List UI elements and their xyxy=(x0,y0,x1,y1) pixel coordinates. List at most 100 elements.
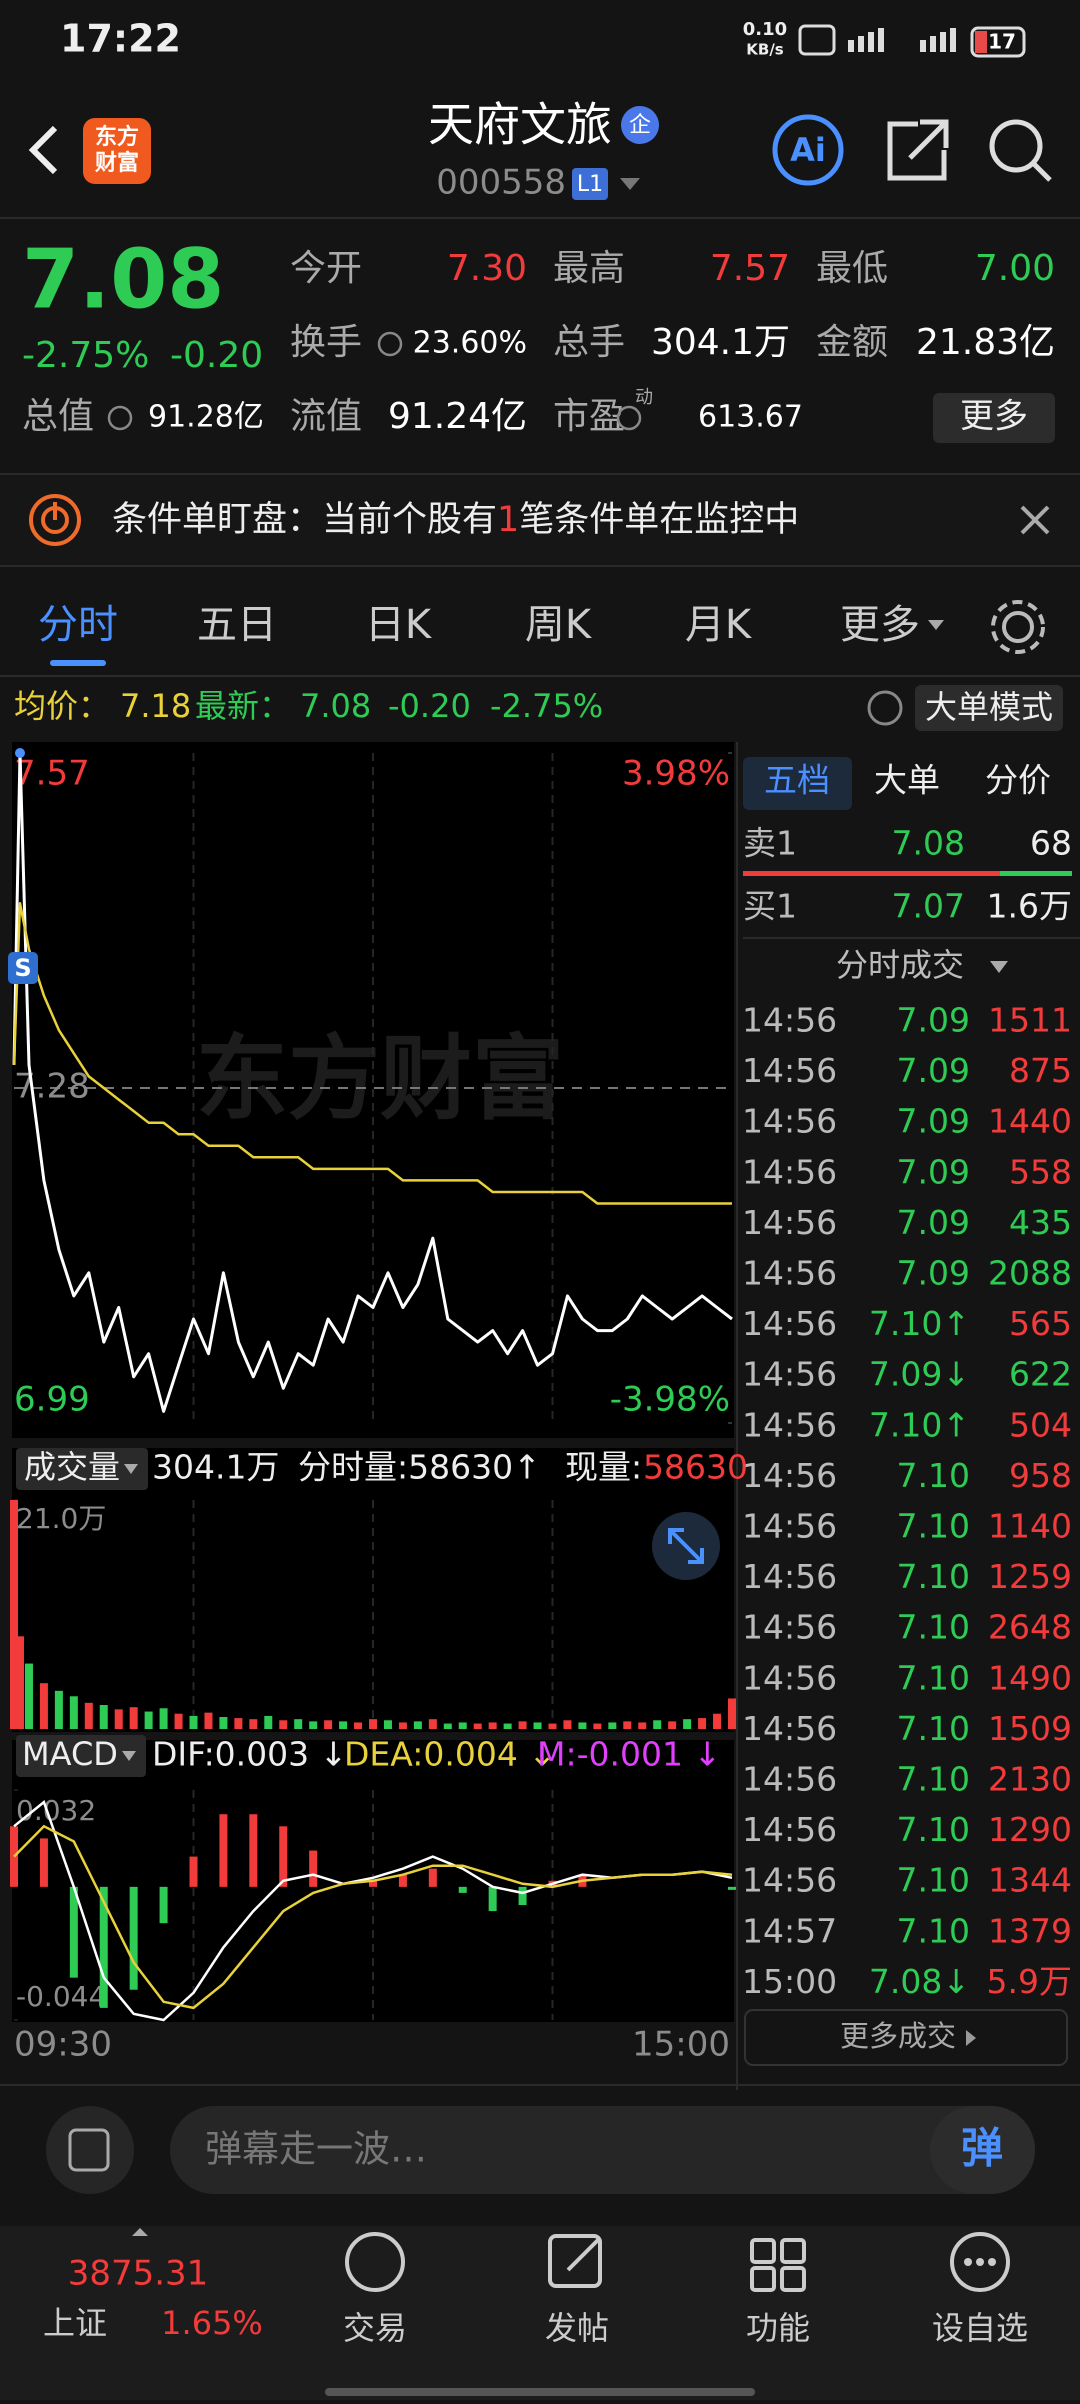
volume-bar xyxy=(234,1718,243,1729)
trade-volume: 1511 xyxy=(988,1001,1072,1040)
volume-bar xyxy=(563,1720,572,1729)
send-label[interactable]: 弹 xyxy=(961,2124,1003,2173)
volume-bar xyxy=(458,1722,467,1729)
trade-price: 7.09 xyxy=(897,1152,970,1191)
menu-arrow xyxy=(124,1464,138,1474)
trade-volume: 1440 xyxy=(988,1102,1072,1141)
current-volume: 58630 xyxy=(643,1448,748,1487)
close-button[interactable] xyxy=(1020,505,1050,535)
volume-bar xyxy=(174,1713,183,1729)
trade-volume: 875 xyxy=(1009,1051,1072,1090)
tab[interactable]: 日K xyxy=(365,602,433,648)
tab[interactable]: 五日 xyxy=(197,602,277,648)
macd-menu[interactable] xyxy=(16,1735,146,1777)
high-dot xyxy=(14,748,25,758)
field-value: 613.67 xyxy=(698,400,803,435)
y-tick-label: 7.57 xyxy=(14,754,90,794)
macd-bar xyxy=(69,1886,78,1978)
trade-price: 7.10↑ xyxy=(869,1405,970,1444)
trade-volume: 565 xyxy=(1009,1304,1072,1343)
banner-text: 条件单盯盘：当前个股有1笔条件单在监控中 xyxy=(112,500,799,540)
volume-bar xyxy=(503,1723,512,1729)
tab[interactable]: 月K xyxy=(685,602,753,648)
nav-item[interactable]: 设自选 xyxy=(932,2309,1028,2347)
y-tick-label: 21.0万 xyxy=(16,1502,106,1535)
x-tick-label: 15:00 xyxy=(632,2025,730,2065)
marker-box xyxy=(8,952,38,984)
field-label: 市盈 xyxy=(553,396,625,437)
macd-menu-label[interactable]: MACD xyxy=(22,1735,118,1773)
bottom-nav xyxy=(0,2226,1080,2400)
mode-button[interactable] xyxy=(915,685,1063,731)
book-price: 7.08 xyxy=(892,824,965,863)
share-button[interactable] xyxy=(887,119,949,181)
volume-bar xyxy=(413,1721,422,1729)
dropdown-arrow xyxy=(620,178,640,190)
dea-label: DEA:0.004 ↓ xyxy=(344,1735,556,1774)
more-label[interactable]: 更多 xyxy=(960,397,1028,437)
trade-price: 7.09↓ xyxy=(869,1355,970,1394)
trade-time: 14:56 xyxy=(742,1254,837,1293)
change: -0.20 xyxy=(170,335,263,376)
y-tick-label: 6.99 xyxy=(14,1380,90,1420)
dea-line xyxy=(13,1824,733,2010)
macd-bar xyxy=(458,1886,467,1893)
active-order-tab[interactable] xyxy=(743,757,852,810)
tab[interactable]: 分时 xyxy=(38,602,118,648)
trade-volume: 1509 xyxy=(988,1709,1072,1748)
trade-price: 7.09 xyxy=(897,1001,970,1040)
comment-input[interactable] xyxy=(170,2106,1035,2194)
danmaku-settings[interactable] xyxy=(46,2106,134,2194)
trade-time: 14:56 xyxy=(742,1861,837,1900)
trade-price: 7.10 xyxy=(897,1861,970,1900)
field-superscript: 动 xyxy=(635,387,653,408)
nav-item[interactable]: 发帖 xyxy=(545,2309,609,2347)
tab[interactable]: 周K xyxy=(525,602,593,648)
trade-price: 7.10 xyxy=(897,1760,970,1799)
trade-volume: 1259 xyxy=(988,1557,1072,1596)
volume-menu-label[interactable]: 成交量 xyxy=(24,1448,120,1486)
trade-time: 14:56 xyxy=(742,1405,837,1444)
logo-text: 财富 xyxy=(95,150,139,176)
help-icon[interactable] xyxy=(867,690,903,726)
y-tick-label: -0.044 xyxy=(16,1980,106,2013)
macd-bar xyxy=(219,1814,228,1887)
order-tab[interactable]: 分价 xyxy=(985,761,1051,800)
ai-button[interactable] xyxy=(772,114,844,186)
input-placeholder: 弹幕走一波… xyxy=(205,2128,427,2171)
more-trades-label[interactable]: 更多成交 xyxy=(840,2019,956,2053)
back-button[interactable] xyxy=(28,125,58,175)
volume-menu[interactable] xyxy=(16,1448,148,1490)
banner-text-part: 条件单盯盘：当前个股有 xyxy=(112,500,497,540)
send-button[interactable] xyxy=(930,2106,1035,2194)
trade-volume: 435 xyxy=(1009,1203,1072,1242)
expand-button[interactable] xyxy=(652,1512,720,1580)
danmaku-icon xyxy=(68,2128,110,2172)
app-logo xyxy=(83,118,151,184)
book-label: 卖1 xyxy=(743,824,797,863)
y2-tick-label: -3.98% xyxy=(610,1380,730,1420)
book-label: 买1 xyxy=(743,887,797,926)
tab-dropdown-arrow xyxy=(928,620,944,630)
macd-bar xyxy=(279,1826,288,1887)
change-pct: -2.75% xyxy=(22,335,149,376)
search-button[interactable] xyxy=(989,119,1052,182)
order-tab[interactable]: 五档 xyxy=(764,761,830,800)
badge-circle xyxy=(621,106,659,144)
trade-time: 14:56 xyxy=(742,1203,837,1242)
macd-bar xyxy=(728,1886,736,1890)
latest-price: 7.08 xyxy=(300,687,371,725)
more-trades-button[interactable] xyxy=(744,2009,1068,2066)
nav-item[interactable]: 交易 xyxy=(343,2309,407,2347)
banner-text-part: 笔条件单在监控中 xyxy=(519,500,799,540)
field-label: 总手 xyxy=(553,322,625,363)
settings-button[interactable] xyxy=(991,600,1045,654)
macd-bar xyxy=(309,1850,318,1887)
mode-label[interactable]: 大单模式 xyxy=(925,688,1053,726)
order-tab[interactable]: 大单 xyxy=(874,761,940,800)
nav-item[interactable]: 功能 xyxy=(746,2309,810,2347)
macd-bar xyxy=(369,1880,377,1887)
ai-label[interactable]: Ai xyxy=(790,131,826,169)
more-button[interactable] xyxy=(933,393,1055,443)
tab[interactable]: 更多 xyxy=(840,602,920,648)
